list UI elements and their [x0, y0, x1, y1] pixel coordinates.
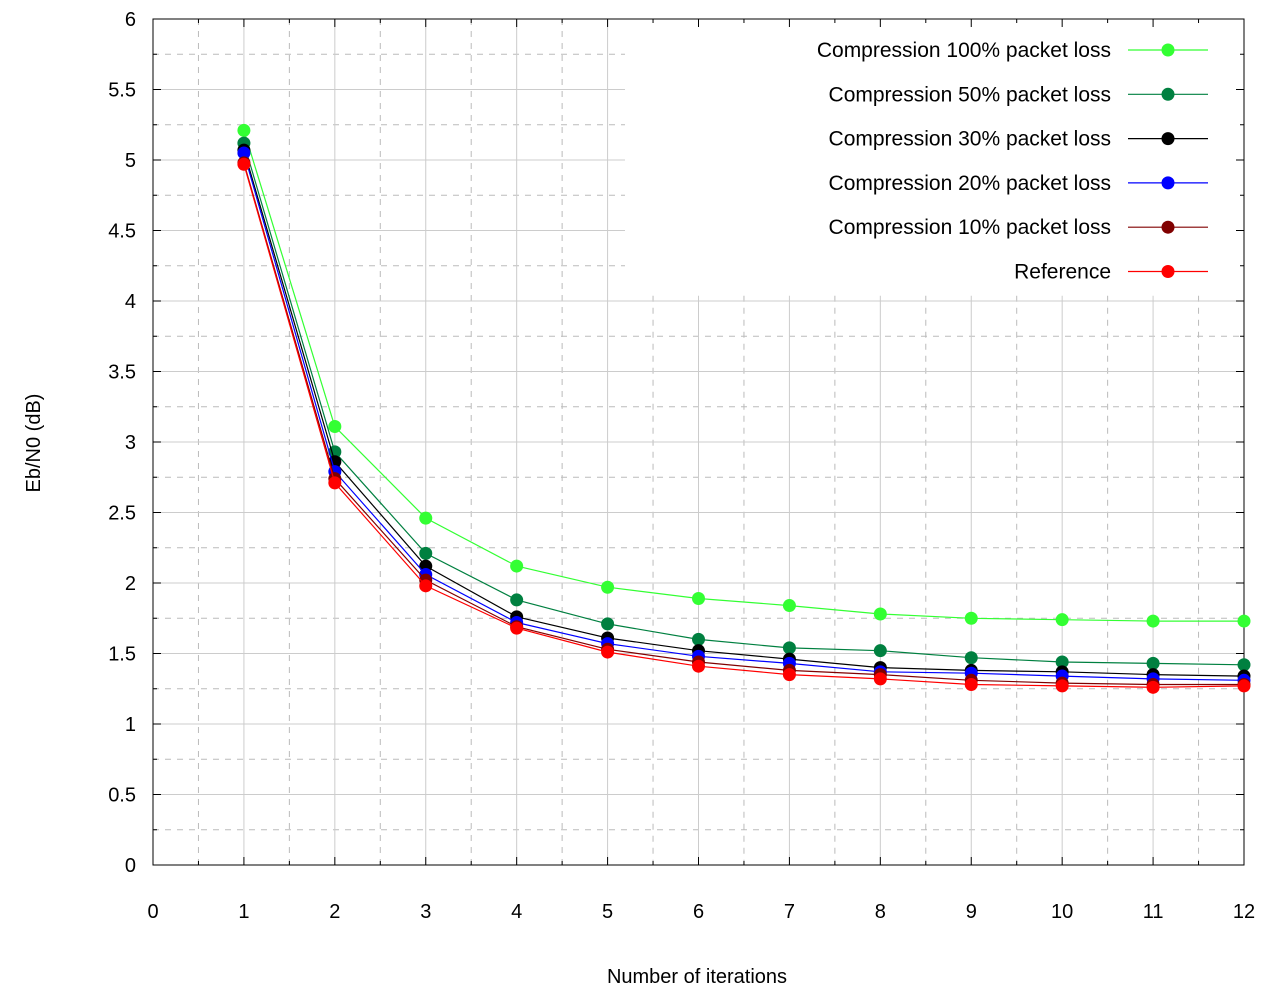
x-tick-label: 0 — [147, 901, 158, 923]
legend-marker — [1161, 220, 1175, 234]
x-tick-label: 1 — [238, 901, 249, 923]
x-tick-label: 9 — [966, 901, 977, 923]
data-point — [601, 645, 615, 659]
series-line — [243, 149, 1245, 677]
y-tick-label: 4.5 — [108, 221, 136, 243]
data-point — [1237, 658, 1251, 672]
series-line — [243, 162, 1244, 686]
data-point — [782, 599, 796, 613]
data-point — [1146, 656, 1160, 670]
y-tick-label: 1.5 — [108, 644, 136, 666]
data-point — [510, 593, 524, 607]
data-point — [237, 123, 251, 137]
x-tick-label: 6 — [693, 901, 704, 923]
x-tick-label: 12 — [1233, 901, 1255, 923]
y-tick-label: 1 — [125, 714, 136, 736]
data-point — [1055, 613, 1069, 627]
data-point — [1237, 614, 1251, 628]
legend-label: Compression 50% packet loss — [829, 83, 1111, 106]
x-tick-label: 7 — [784, 901, 795, 923]
data-point — [328, 476, 342, 490]
data-point — [692, 659, 705, 673]
legend-marker — [1161, 43, 1175, 57]
x-tick-label: 3 — [420, 901, 431, 923]
data-point — [692, 632, 705, 646]
data-point — [328, 419, 342, 433]
legend-marker — [1161, 265, 1175, 278]
data-point — [419, 546, 433, 560]
legend-label: Compression 100% packet loss — [817, 39, 1111, 62]
data-point — [510, 559, 524, 573]
x-tick-label: 10 — [1051, 901, 1073, 923]
data-point — [419, 511, 433, 525]
y-tick-label: 6 — [125, 9, 136, 31]
legend-label: Compression 20% packet loss — [829, 172, 1111, 195]
x-tick-label: 5 — [602, 901, 613, 923]
series-line — [243, 152, 1245, 681]
data-point — [1146, 680, 1160, 694]
y-tick-label: 2 — [125, 573, 136, 595]
y-tick-label: 5 — [125, 150, 136, 172]
series-line — [243, 142, 1245, 666]
legend-marker — [1161, 176, 1175, 190]
x-axis-label: Number of iterations — [607, 966, 787, 988]
data-point — [964, 651, 978, 665]
x-tick-label: 11 — [1143, 901, 1164, 923]
data-point — [692, 592, 705, 606]
data-point — [782, 641, 796, 655]
data-point — [510, 621, 524, 635]
data-point — [964, 611, 978, 625]
legend-marker — [1161, 132, 1175, 146]
y-axis-label: Eb/N0 (dB) — [23, 394, 45, 493]
legend-label: Compression 30% packet loss — [829, 128, 1111, 151]
data-point — [419, 579, 433, 593]
legend: Compression 100% packet loss Compression … — [817, 39, 1208, 284]
data-point — [1055, 655, 1069, 669]
y-tick-label: 3 — [125, 432, 136, 454]
data-point — [601, 580, 615, 594]
x-tick-label: 2 — [329, 901, 340, 923]
data-point — [873, 672, 887, 686]
data-point — [1146, 614, 1160, 628]
x-tick-label: 8 — [875, 901, 886, 923]
legend-label: Reference — [1014, 261, 1111, 284]
data-point — [1055, 679, 1069, 693]
axes: 0 1 2 3 4 5 6 7 8 9 10 11 1200.511.522.533.544.555.5… — [108, 9, 1255, 923]
data-point — [601, 617, 615, 631]
data-point — [782, 668, 796, 682]
data-point — [873, 607, 887, 621]
y-tick-label: 0 — [125, 855, 136, 877]
data-point — [237, 157, 251, 171]
legend-label: Compression 10% packet loss — [829, 216, 1111, 239]
data-point — [1237, 679, 1251, 693]
x-tick-label: 4 — [511, 901, 522, 923]
y-tick-label: 5.5 — [108, 80, 136, 102]
y-tick-label: 2.5 — [108, 503, 136, 525]
data-point — [237, 146, 251, 160]
y-tick-label: 0.5 — [108, 785, 136, 807]
series-line — [243, 164, 1245, 688]
data-point — [964, 678, 978, 692]
y-tick-label: 3.5 — [108, 362, 136, 384]
y-tick-label: 4 — [125, 291, 136, 313]
data-point — [873, 644, 887, 658]
series-group — [237, 123, 1251, 694]
series-line — [243, 130, 1244, 622]
legend-marker — [1161, 87, 1175, 101]
